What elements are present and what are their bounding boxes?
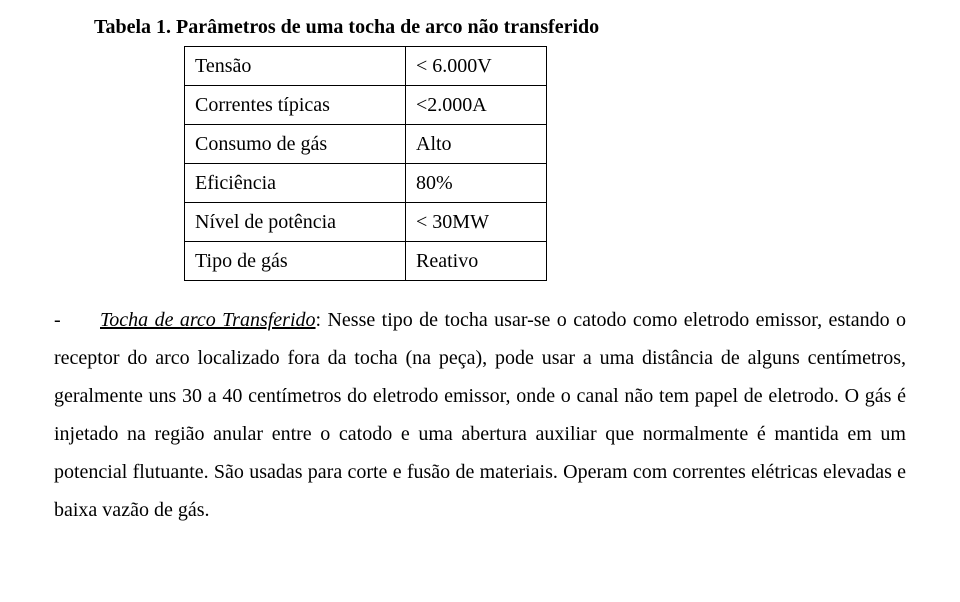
param-name: Consumo de gás <box>185 125 406 164</box>
table-row: Consumo de gás Alto <box>185 125 547 164</box>
table-caption: Tabela 1. Parâmetros de uma tocha de arc… <box>54 12 906 42</box>
table-row: Eficiência 80% <box>185 164 547 203</box>
param-name: Eficiência <box>185 164 406 203</box>
body-paragraph: -Tocha de arco Transferido: Nesse tipo d… <box>54 301 906 529</box>
param-value: <2.000A <box>406 86 547 125</box>
table-row: Correntes típicas <2.000A <box>185 86 547 125</box>
document-page: Tabela 1. Parâmetros de uma tocha de arc… <box>0 0 960 602</box>
param-name: Tensão <box>185 47 406 86</box>
param-name: Correntes típicas <box>185 86 406 125</box>
param-name: Tipo de gás <box>185 242 406 281</box>
param-value: < 6.000V <box>406 47 547 86</box>
table-row: Tipo de gás Reativo <box>185 242 547 281</box>
param-value: Alto <box>406 125 547 164</box>
table-row: Tensão < 6.000V <box>185 47 547 86</box>
param-value: < 30MW <box>406 203 547 242</box>
parameters-table: Tensão < 6.000V Correntes típicas <2.000… <box>184 46 547 281</box>
paragraph-lead-indent: - <box>54 301 100 339</box>
param-value: 80% <box>406 164 547 203</box>
table-row: Nível de potência < 30MW <box>185 203 547 242</box>
param-value: Reativo <box>406 242 547 281</box>
underlined-term: Tocha de arco Transferido <box>100 309 316 331</box>
paragraph-body: : Nesse tipo de tocha usar-se o catodo c… <box>54 309 906 521</box>
param-name: Nível de potência <box>185 203 406 242</box>
